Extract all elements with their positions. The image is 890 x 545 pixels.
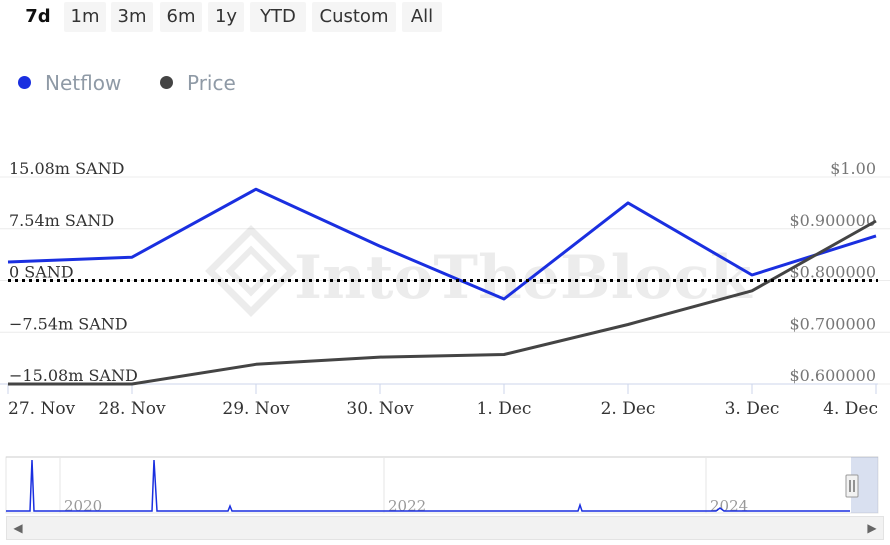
- x-tick-label: 27. Nov: [8, 399, 76, 419]
- y-right-tick-label: $0.800000: [789, 263, 876, 282]
- x-tick-label: 2. Dec: [601, 399, 656, 419]
- navigator-series: [6, 459, 850, 512]
- y-right-tick-label: $0.700000: [789, 314, 876, 333]
- y-left-tick-label: 0 SAND: [9, 263, 74, 282]
- y-left-tick-label: −15.08m SAND: [9, 366, 138, 385]
- x-tick-label: 29. Nov: [222, 399, 290, 419]
- series: [7, 187, 878, 386]
- range-selector: 7d 1m 3m 6m 1y YTD Custom All: [0, 0, 890, 34]
- range-button-1y[interactable]: 1y: [208, 2, 244, 32]
- y-left-tick-label: 15.08m SAND: [9, 159, 124, 178]
- x-tick-label: 4. Dec: [823, 399, 878, 419]
- watermark-shape: [225, 245, 277, 297]
- y-left-tick-label: −7.54m SAND: [9, 314, 128, 333]
- series-line-price: [8, 219, 877, 386]
- range-button-ytd[interactable]: YTD: [250, 2, 306, 32]
- range-button-1m[interactable]: 1m: [64, 2, 106, 32]
- navigator-year-label: 2020: [64, 497, 102, 515]
- triangle-right-icon[interactable]: ▶: [867, 521, 877, 535]
- navigator: 2020 2022 2024: [5, 456, 879, 515]
- x-tick-label: 1. Dec: [477, 399, 532, 419]
- legend-marker-icon: [160, 76, 173, 89]
- y-left-tick-label: 7.54m SAND: [9, 211, 114, 230]
- x-tick-label: 28. Nov: [98, 399, 166, 419]
- y-right-tick-label: $0.600000: [789, 366, 876, 385]
- watermark: IntoTheBlock: [205, 225, 753, 317]
- legend-marker-icon: [18, 76, 31, 89]
- legend-label: Netflow: [45, 71, 122, 95]
- x-tick-label: 3. Dec: [725, 399, 780, 419]
- watermark-logo-icon: IntoTheBlock: [205, 225, 753, 317]
- series-line-netflow: [7, 187, 877, 301]
- range-button-6m[interactable]: 6m: [160, 2, 202, 32]
- navigator-year-label: 2024: [710, 497, 748, 515]
- watermark-shape: [205, 225, 297, 317]
- x-tick-label: 30. Nov: [346, 399, 414, 419]
- navigator-year-label: 2022: [388, 497, 426, 515]
- y-right-tick-label: $1.00: [830, 159, 876, 178]
- watermark-text: IntoTheBlock: [294, 243, 753, 313]
- range-button-custom[interactable]: Custom: [312, 2, 396, 32]
- axes: 15.08m SAND 7.54m SAND 0 SAND −7.54m SAND −1…: [0, 159, 878, 419]
- range-button-all[interactable]: All: [402, 2, 442, 32]
- legend-item-price[interactable]: Price: [160, 70, 236, 96]
- range-button-7d[interactable]: 7d: [18, 2, 58, 32]
- legend-label: Price: [187, 71, 236, 95]
- legend-item-netflow[interactable]: Netflow: [18, 70, 121, 96]
- grip-lines-icon[interactable]: [845, 474, 859, 498]
- y-right-tick-label: $0.900000: [789, 211, 876, 230]
- range-button-3m[interactable]: 3m: [111, 2, 153, 32]
- navigator-scrollbar[interactable]: ◀ ▶: [6, 516, 884, 540]
- triangle-left-icon[interactable]: ◀: [13, 521, 23, 535]
